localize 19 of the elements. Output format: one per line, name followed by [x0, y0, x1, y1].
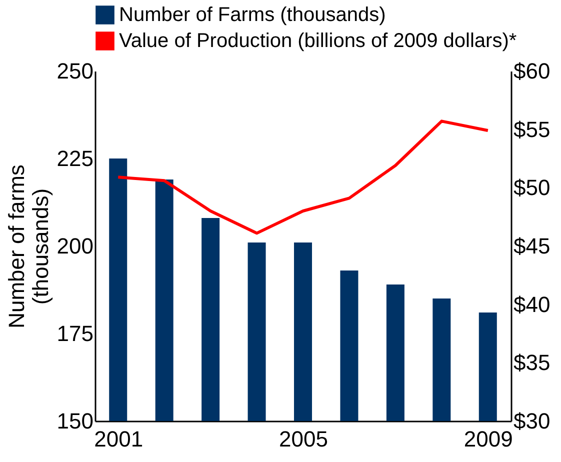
- y2-tick-label: $40: [514, 292, 550, 317]
- legend-label: Number of Farms (thousands): [119, 4, 386, 26]
- x-tick-label: 2001: [94, 426, 144, 452]
- y-tick-label: 250: [56, 58, 94, 84]
- y-axis-title: Number of farms (thousands): [4, 164, 53, 328]
- legend-label: Value of Production (billions of 2009 dollars)*: [119, 30, 517, 52]
- y2-tick-label: $35: [514, 350, 550, 376]
- x-tick-label: 2005: [279, 426, 328, 452]
- y2-tick-label: $55: [514, 116, 550, 142]
- y2-tick-label: $50: [514, 175, 550, 200]
- y-tick-label: 150: [56, 408, 94, 434]
- line-series: [116, 120, 490, 235]
- y-tick-label: 200: [56, 234, 94, 258]
- y2-tick-label: $45: [514, 234, 550, 258]
- y-tick-label: 225: [56, 146, 94, 171]
- y-tick-label: 175: [56, 321, 94, 346]
- x-tick-label: 2009: [464, 426, 513, 452]
- y2-tick-label: $60: [514, 58, 550, 84]
- y2-tick-label: $30: [514, 408, 550, 434]
